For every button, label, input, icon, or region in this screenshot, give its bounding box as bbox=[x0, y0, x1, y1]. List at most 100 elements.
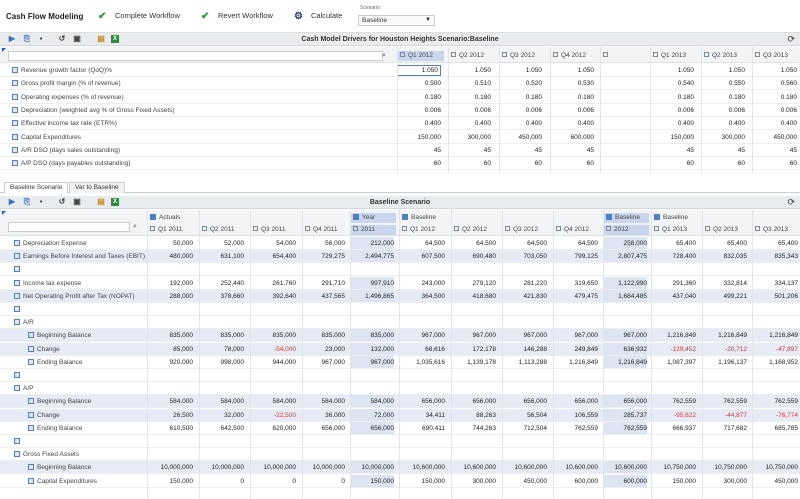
scenario-cell[interactable]: 835,343 bbox=[774, 253, 799, 261]
play-icon[interactable]: ▶ bbox=[8, 34, 16, 43]
scenario-cell[interactable]: 642,500 bbox=[220, 424, 245, 432]
scenario-cell[interactable]: 150,000 bbox=[421, 477, 446, 485]
scenario-select[interactable]: Baseline ▼ bbox=[358, 15, 435, 26]
scenario-cell[interactable]: 584,000 bbox=[350, 395, 394, 408]
scenario-cell[interactable]: 150,000 bbox=[672, 477, 697, 485]
drivers-cell[interactable]: 450,000 bbox=[773, 133, 798, 141]
scenario-cell[interactable]: 967,000 bbox=[321, 358, 346, 366]
scenario-cell[interactable]: 967,000 bbox=[603, 329, 647, 342]
scenario-cell[interactable]: 610,500 bbox=[169, 424, 194, 432]
scenario-cell[interactable]: 636,932 bbox=[603, 342, 647, 355]
scenario-cell[interactable]: 279,120 bbox=[472, 279, 497, 287]
scenario-cell[interactable]: 656,000 bbox=[350, 421, 394, 434]
drivers-col-header[interactable]: Q2 2013 bbox=[701, 51, 748, 61]
scenario-cell[interactable]: 728,400 bbox=[672, 253, 697, 261]
scenario-cell[interactable]: 437,565 bbox=[321, 292, 346, 300]
complete-workflow-button[interactable]: ✔ Complete Workflow bbox=[98, 11, 180, 22]
scenario-cell[interactable]: 68,616 bbox=[425, 345, 445, 353]
scenario-cell[interactable]: 656,000 bbox=[603, 395, 647, 408]
scenario-cell[interactable]: 1,113,288 bbox=[518, 358, 547, 366]
drivers-filter-input[interactable] bbox=[8, 51, 383, 61]
scenario-cell[interactable]: -20,712 bbox=[724, 345, 747, 353]
document-icon[interactable]: ▤ bbox=[97, 34, 105, 43]
scenario-cell[interactable]: 1,216,849 bbox=[769, 332, 798, 340]
scenario-cell[interactable]: 967,000 bbox=[472, 332, 497, 340]
scenario-cell[interactable]: 1,196,137 bbox=[718, 358, 747, 366]
scenario-cell[interactable]: 10,000,000 bbox=[312, 464, 345, 472]
drivers-cell[interactable]: 60 bbox=[737, 160, 745, 168]
scenario-cell[interactable]: 10,000,000 bbox=[350, 461, 394, 474]
scenario-cell[interactable]: 762,559 bbox=[672, 398, 697, 406]
drivers-cell[interactable]: 0.180 bbox=[780, 93, 797, 101]
scenario-cell[interactable]: 1,496,865 bbox=[350, 289, 394, 302]
scenario-cell[interactable]: -54,000 bbox=[273, 345, 296, 353]
scenario-cell[interactable]: 10,000,000 bbox=[160, 464, 193, 472]
drivers-cell[interactable]: 1.050 bbox=[577, 67, 594, 74]
scenario-cell[interactable]: 584,000 bbox=[220, 398, 245, 406]
scenario-cell[interactable]: 997,910 bbox=[350, 276, 394, 289]
scenario-cell[interactable]: 65,400 bbox=[676, 240, 696, 247]
scenario-cell[interactable]: 261,760 bbox=[272, 279, 297, 287]
drivers-cell[interactable]: 0.006 bbox=[780, 106, 797, 114]
scenario-cell[interactable]: 10,600,000 bbox=[565, 464, 598, 472]
scenario-cell[interactable]: 34,411 bbox=[425, 411, 445, 419]
drivers-cell[interactable]: 45 bbox=[686, 146, 694, 154]
scenario-cell[interactable]: 656,000 bbox=[523, 398, 548, 406]
scenario-col-header[interactable]: Q3 2013 bbox=[752, 225, 800, 235]
scenario-cell[interactable]: 690,411 bbox=[421, 424, 445, 432]
scenario-cell[interactable]: 172,178 bbox=[472, 345, 497, 353]
scenario-cell[interactable]: 656,000 bbox=[472, 398, 497, 406]
scenario-cell[interactable]: 78,000 bbox=[224, 345, 244, 353]
scenario-cell[interactable]: 584,000 bbox=[272, 398, 297, 406]
scenario-cell[interactable]: 364,500 bbox=[421, 292, 446, 300]
drivers-cell[interactable]: 0.180 bbox=[728, 93, 745, 101]
revert-workflow-button[interactable]: ✔ Revert Workflow bbox=[201, 11, 273, 22]
scenario-cell[interactable]: 835,000 bbox=[169, 332, 194, 340]
scenario-cell[interactable]: 1,216,849 bbox=[667, 332, 696, 340]
scenario-cell[interactable]: 52,000 bbox=[224, 240, 244, 247]
drivers-cell[interactable]: 60 bbox=[483, 160, 491, 168]
scenario-cell[interactable]: 10,600,000 bbox=[463, 464, 496, 472]
scenario-cell[interactable]: 249,849 bbox=[574, 345, 599, 353]
scenario-col-header[interactable]: Q4 2011 bbox=[302, 225, 347, 235]
tab-baseline-scenario[interactable]: Baseline Scenario bbox=[4, 182, 69, 193]
scenario-cell[interactable]: 1,122,990 bbox=[603, 276, 647, 289]
scenario-cell[interactable]: 762,559 bbox=[574, 424, 599, 432]
scenario-col-header[interactable]: 2012 bbox=[603, 225, 649, 235]
scenario-cell[interactable]: 56,000 bbox=[325, 240, 345, 247]
scenario-cell[interactable]: 437,040 bbox=[672, 292, 697, 300]
scenario-cell[interactable]: 72,000 bbox=[350, 408, 394, 421]
scenario-cell[interactable]: 480,000 bbox=[169, 253, 194, 261]
scenario-cell[interactable]: 967,000 bbox=[574, 332, 599, 340]
scenario-cell[interactable]: 258,000 bbox=[603, 237, 647, 249]
tab-var-to-baseline[interactable]: Var to Baseline bbox=[69, 182, 125, 193]
drivers-cell[interactable]: 0.180 bbox=[677, 93, 694, 101]
scenario-col-header[interactable]: Q2 2013 bbox=[702, 225, 749, 235]
drivers-cell[interactable]: 150,000 bbox=[670, 133, 695, 141]
drivers-cell[interactable]: 0.550 bbox=[728, 80, 745, 88]
drivers-cell[interactable]: 0.500 bbox=[424, 80, 441, 88]
drivers-cell[interactable]: 0.180 bbox=[474, 93, 491, 101]
scenario-col-header[interactable]: Q2 2012 bbox=[451, 225, 498, 235]
scenario-cell[interactable]: 288,000 bbox=[169, 292, 194, 300]
scenario-cell[interactable]: 607,500 bbox=[421, 253, 446, 261]
scenario-cell[interactable]: 450,000 bbox=[774, 477, 799, 485]
drivers-cell[interactable]: 300,000 bbox=[467, 133, 492, 141]
drivers-cell[interactable]: 60 bbox=[534, 160, 542, 168]
drivers-cell[interactable]: 0.180 bbox=[525, 93, 542, 101]
drivers-cell[interactable]: 0.400 bbox=[525, 120, 542, 128]
scenario-cell[interactable]: 10,600,000 bbox=[603, 461, 647, 474]
scenario-cell[interactable]: 762,559 bbox=[603, 421, 647, 434]
drivers-cell[interactable]: 45 bbox=[483, 146, 491, 154]
scenario-col-header[interactable]: 2011 bbox=[350, 225, 396, 235]
drivers-cell[interactable]: 0.400 bbox=[474, 120, 491, 128]
scenario-cell[interactable]: 654,400 bbox=[272, 253, 297, 261]
drivers-cell[interactable]: 450,000 bbox=[518, 133, 543, 141]
scenario-cell[interactable]: 944,000 bbox=[272, 358, 297, 366]
scenario-cell[interactable]: 666,937 bbox=[672, 424, 697, 432]
drivers-cell[interactable]: 0.006 bbox=[474, 106, 491, 114]
scenario-cell[interactable]: 690,480 bbox=[472, 253, 497, 261]
scenario-cell[interactable]: 10,750,000 bbox=[765, 464, 798, 472]
scenario-cell[interactable]: 56,504 bbox=[527, 411, 547, 419]
scenario-cell[interactable]: 1,216,849 bbox=[718, 332, 747, 340]
